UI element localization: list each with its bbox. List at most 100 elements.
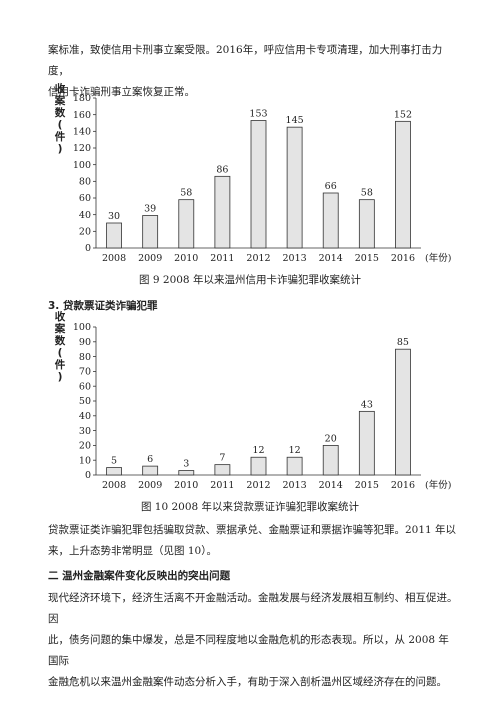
y-tick-label: 100 bbox=[73, 160, 91, 171]
y-axis-label-char: ) bbox=[58, 143, 63, 155]
credit-card-fraud-bar-chart: 0 20 40 60 80 100 120 140 160 180 收案数(件) 30 2008 39 20… bbox=[54, 82, 452, 264]
bar bbox=[358, 199, 375, 249]
bar bbox=[106, 467, 122, 476]
y-tick-label: 40 bbox=[79, 411, 91, 422]
x-tick-label: 2010 bbox=[174, 480, 198, 491]
y-tick-label: 100 bbox=[73, 322, 91, 333]
x-tick-label: 2009 bbox=[138, 253, 162, 264]
y-tick-label: 30 bbox=[79, 426, 91, 437]
section-2-heading: 二 温州金融案件变化反映出的突出问题 bbox=[48, 570, 231, 582]
bar bbox=[395, 120, 411, 249]
x-tick-label: 2013 bbox=[283, 253, 307, 264]
loan-instrument-fraud-bar-chart: 0 10 20 30 40 50 60 70 80 90 100 收案数(件) 5 2008 6 2009 3 2… bbox=[54, 310, 452, 491]
bar-value-label: 86 bbox=[216, 164, 228, 175]
y-tick-label: 120 bbox=[73, 143, 91, 154]
bar-value-label: 20 bbox=[325, 433, 337, 444]
x-tick-label: 2011 bbox=[210, 480, 234, 491]
y-axis-label-char: 案 bbox=[54, 322, 66, 335]
closing-line-1: 现代经济环境下，经济生活离不开金融活动。金融发展与经济发展相互制约、相互促进。因 bbox=[48, 592, 458, 625]
bar bbox=[142, 465, 159, 476]
y-tick-label: 140 bbox=[73, 127, 91, 138]
y-tick-label: 40 bbox=[79, 210, 91, 221]
bar-value-label: 153 bbox=[249, 109, 267, 120]
y-tick-label: 20 bbox=[79, 441, 91, 452]
loan-fraud-paragraph: 贷款票证类诈骗犯罪包括骗取贷款、票据承兑、金融票证和票据诈骗等犯罪。2011 年… bbox=[48, 520, 458, 562]
bar bbox=[395, 348, 411, 476]
y-tick-label: 80 bbox=[79, 177, 91, 188]
bar-value-label: 85 bbox=[397, 337, 409, 348]
intro-line-2: 信用卡诈骗刑事立案恢复正常。 bbox=[48, 86, 195, 98]
x-tick-label: 2013 bbox=[283, 480, 307, 491]
y-axis-label-char: ( bbox=[58, 347, 63, 359]
x-tick-label: 2015 bbox=[355, 253, 379, 264]
y-tick-label: 90 bbox=[79, 337, 91, 348]
y-axis-label-char: 数 bbox=[54, 106, 66, 119]
x-tick-label: 2008 bbox=[102, 480, 126, 491]
x-axis-unit-label: (年份) bbox=[425, 479, 451, 491]
x-tick-label: 2016 bbox=[391, 480, 415, 491]
y-tick-label: 70 bbox=[79, 367, 91, 378]
bar-value-label: 43 bbox=[361, 399, 373, 410]
figure-9-caption: 图 9 2008 年以来温州信用卡诈骗犯罪收案统计 bbox=[139, 274, 361, 286]
intro-paragraph: 案标准，致使信用卡刑事立案受限。2016年，呼应信用卡专项清理，加大刑事打击力度… bbox=[48, 40, 458, 103]
bar-value-label: 12 bbox=[252, 445, 264, 456]
bar bbox=[358, 410, 375, 476]
y-tick-label: 50 bbox=[79, 396, 91, 407]
bar-value-label: 6 bbox=[147, 454, 153, 465]
closing-line-3: 金融危机以来温州金融案件动态分析入手，有助于深入剖析温州区域经济存在的问题。 bbox=[48, 676, 447, 688]
y-axis-label-char: 收 bbox=[55, 82, 66, 95]
figure-10-caption: 图 10 2008 年以来贷款票证诈骗犯罪收案统计 bbox=[140, 501, 360, 513]
x-axis-unit-label: (年份) bbox=[425, 252, 451, 264]
bar bbox=[286, 126, 303, 249]
bar-value-label: 30 bbox=[108, 211, 120, 222]
loan-line-2: 来，上升态势非常明显（见图 10）。 bbox=[48, 545, 217, 557]
bar-value-label: 145 bbox=[286, 115, 304, 126]
y-axis-label-char: ( bbox=[58, 119, 63, 131]
bar bbox=[178, 199, 195, 249]
bar-value-label: 66 bbox=[325, 181, 337, 192]
bar bbox=[214, 464, 231, 476]
bar-value-label: 58 bbox=[361, 188, 373, 199]
y-tick-label: 60 bbox=[79, 381, 91, 392]
x-tick-label: 2011 bbox=[210, 253, 234, 264]
bar bbox=[250, 120, 267, 249]
y-tick-label: 0 bbox=[85, 470, 91, 481]
section-3-heading: 3. 贷款票证类诈骗犯罪 bbox=[48, 300, 158, 312]
closing-line-2: 此，债务问题的集中爆发，总是不同程度地以金融危机的形态表现。所以，从 2008 … bbox=[48, 634, 449, 667]
x-tick-label: 2008 bbox=[102, 253, 126, 264]
bar bbox=[322, 444, 339, 476]
y-tick-label: 60 bbox=[79, 193, 91, 204]
y-tick-label: 20 bbox=[79, 227, 91, 238]
y-axis-label-char: ) bbox=[58, 371, 63, 383]
x-tick-label: 2010 bbox=[174, 253, 198, 264]
x-tick-label: 2012 bbox=[246, 253, 270, 264]
x-tick-label: 2009 bbox=[138, 480, 162, 491]
bar bbox=[322, 192, 339, 249]
intro-line-1: 案标准，致使信用卡刑事立案受限。2016年，呼应信用卡专项清理，加大刑事打击力度… bbox=[48, 44, 443, 77]
bar bbox=[142, 215, 159, 249]
y-tick-label: 80 bbox=[79, 352, 91, 363]
y-axis-label-char: 案 bbox=[54, 94, 66, 107]
closing-paragraph: 现代经济环境下，经济生活离不开金融活动。金融发展与经济发展相互制约、相互促进。因… bbox=[48, 588, 458, 693]
y-tick-label: 10 bbox=[79, 455, 91, 466]
x-tick-label: 2014 bbox=[319, 253, 343, 264]
loan-line-1: 贷款票证类诈骗犯罪包括骗取贷款、票据承兑、金融票证和票据诈骗等犯罪。2011 年… bbox=[48, 524, 457, 536]
bar-value-label: 3 bbox=[183, 459, 189, 470]
bar bbox=[214, 175, 231, 249]
bar-value-label: 12 bbox=[289, 445, 301, 456]
x-tick-label: 2012 bbox=[246, 480, 270, 491]
y-axis-label-char: 数 bbox=[54, 334, 66, 347]
bar-value-label: 5 bbox=[111, 456, 117, 467]
bar-value-label: 152 bbox=[394, 109, 412, 120]
bar-value-label: 39 bbox=[144, 204, 156, 215]
bar bbox=[286, 456, 303, 476]
bar bbox=[250, 456, 267, 476]
x-tick-label: 2016 bbox=[391, 253, 415, 264]
bar-value-label: 58 bbox=[180, 188, 192, 199]
y-tick-label: 180 bbox=[73, 93, 91, 104]
bar-value-label: 7 bbox=[219, 453, 225, 464]
x-tick-label: 2014 bbox=[319, 480, 343, 491]
x-tick-label: 2015 bbox=[355, 480, 379, 491]
y-tick-label: 0 bbox=[85, 243, 91, 254]
bar bbox=[178, 470, 195, 476]
